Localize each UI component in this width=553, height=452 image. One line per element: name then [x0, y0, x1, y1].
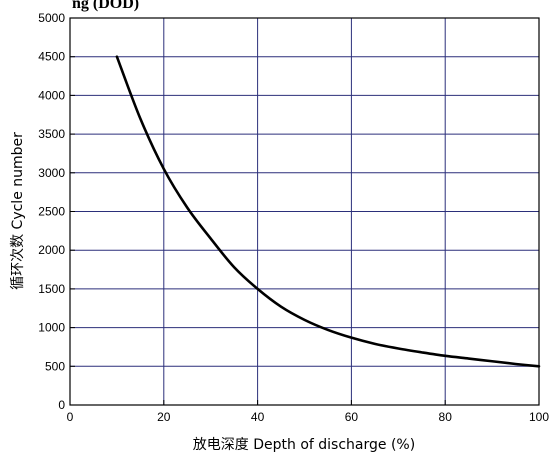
- x-tick-label: 60: [345, 410, 359, 424]
- y-tick-label: 1000: [38, 321, 65, 335]
- y-tick-label: 2500: [38, 205, 65, 219]
- y-axis-ticks: 0 500 1000 1500 2000 2500 3000 3500 4000 4500 5000: [38, 11, 75, 412]
- x-axis-label: 放电深度 Depth of discharge (%): [193, 437, 415, 452]
- y-tick-label: 4000: [38, 88, 65, 102]
- y-tick-label: 3500: [38, 127, 65, 141]
- x-tick-label: 0: [67, 410, 74, 424]
- y-axis-label: 循环次数 Cycle number: [10, 132, 26, 290]
- x-tick-label: 20: [157, 410, 171, 424]
- y-tick-label: 3000: [38, 166, 65, 180]
- x-tick-label: 40: [251, 410, 265, 424]
- y-tick-label: 5000: [38, 11, 65, 25]
- x-axis-ticks: 0 20 40 60 80 100: [67, 400, 549, 424]
- chart-title: ng (DOD): [72, 0, 139, 12]
- x-tick-label: 100: [529, 410, 549, 424]
- y-tick-label: 0: [58, 398, 65, 412]
- y-tick-label: 500: [45, 359, 65, 373]
- series-line-cycle-number: [115, 55, 541, 368]
- y-tick-label: 1500: [38, 282, 65, 296]
- grid: [70, 18, 539, 405]
- y-tick-label: 4500: [38, 50, 65, 64]
- x-tick-label: 80: [439, 410, 453, 424]
- y-tick-label: 2000: [38, 243, 65, 257]
